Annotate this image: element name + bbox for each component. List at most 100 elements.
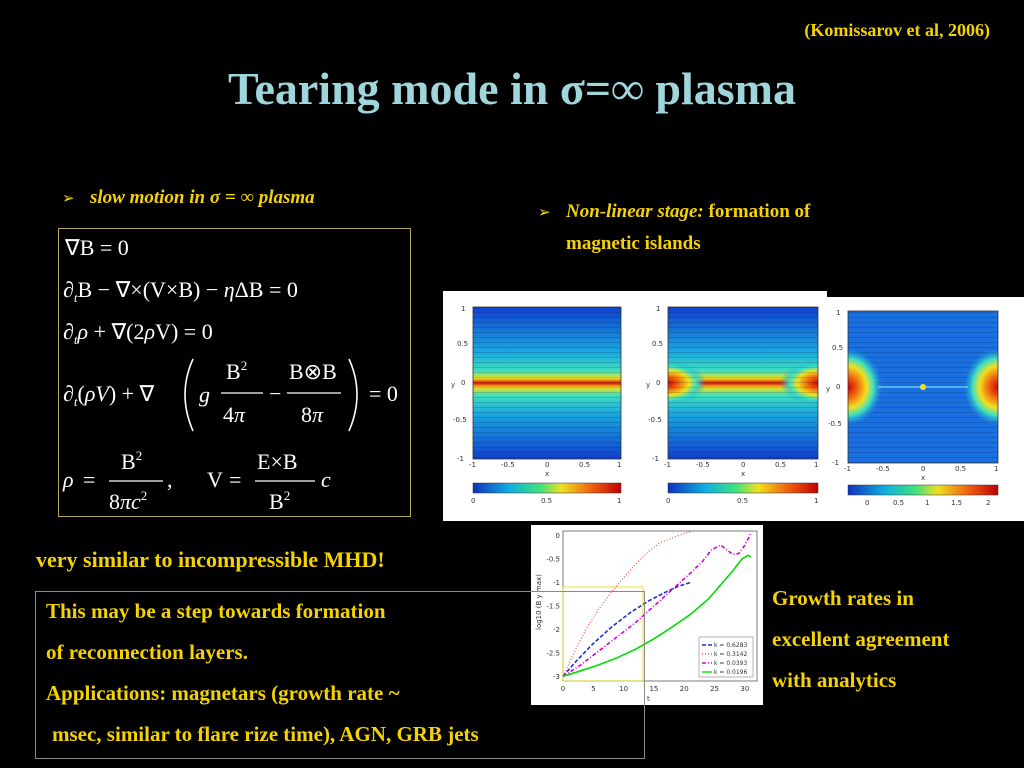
plot3-ytick-1: 1 <box>836 309 840 317</box>
bullet-nonlinear-lead: Non-linear stage: <box>566 201 704 222</box>
arrow-bullet-icon: ➢ <box>62 189 75 207</box>
plot3-cbar-tick-0: 0 <box>865 499 869 507</box>
growth-xtick-6: 30 <box>740 685 749 693</box>
growth-ylabel: log10 (B y max) <box>535 574 543 630</box>
plot3-ytick-m05: -0.5 <box>828 420 842 428</box>
growth-legend-label-2: k = 0.0393 <box>714 660 747 667</box>
plot2-xtick-05: 0.5 <box>775 461 786 469</box>
bullet-nonlinear-rest: formation of <box>708 201 811 222</box>
plot1-ylabel: y <box>451 381 455 389</box>
growth-ytick-1: -0.5 <box>546 556 560 564</box>
plot2-ytick-m1: -1 <box>652 455 659 463</box>
plot3-cbar-tick-05: 0.5 <box>893 499 904 507</box>
plot3-ytick-0: 0 <box>836 383 840 391</box>
svg-text:B2: B2 <box>121 448 142 474</box>
plot2-xtick-m1: -1 <box>664 461 671 469</box>
growth-ytick-6: -3 <box>553 673 560 681</box>
plot1-ytick-0: 0 <box>461 379 465 387</box>
plot3-ytick-05: 0.5 <box>832 344 843 352</box>
svg-text:4π: 4π <box>223 402 246 427</box>
growth-xtick-1: 5 <box>591 685 595 693</box>
growth-rate-chart: 0 -0.5 -1 -1.5 -2 -2.5 -3 0 5 10 15 20 25 30 t log10… <box>531 525 763 705</box>
svg-text:∂tρ + ∇(2ρV) = 0: ∂tρ + ∇(2ρV) = 0 <box>63 319 213 347</box>
caption-line-3: with analytics <box>772 668 897 692</box>
plot1-xtick-0: 0 <box>545 461 549 469</box>
plot2-xtick-1: 1 <box>814 461 818 469</box>
svg-text:B⊗B: B⊗B <box>289 359 337 384</box>
growth-legend-label-0: k = 0.6283 <box>714 642 747 649</box>
growth-ytick-2: -1 <box>553 579 560 587</box>
plot2-ytick-0: 0 <box>656 379 660 387</box>
plot1-xtick-1: 1 <box>617 461 621 469</box>
plot3-ytick-m1: -1 <box>832 459 839 467</box>
plot2-cbar-tick-1: 1 <box>814 497 818 505</box>
growth-xlabel: t <box>647 695 650 703</box>
bullet-slow-motion: ➢ slow motion in σ = ∞ plasma <box>62 187 315 209</box>
plot2-xtick-m05: -0.5 <box>696 461 710 469</box>
svg-text:=: = <box>83 467 95 492</box>
growth-ytick-0: 0 <box>556 532 560 540</box>
bullet-nonlinear-stage: ➢ Non-linear stage: formation of magnetic… <box>538 196 918 259</box>
plot3-cbar-tick-15: 1.5 <box>951 499 962 507</box>
growth-xtick-3: 15 <box>649 685 658 693</box>
plot3-cbar-tick-2: 2 <box>986 499 990 507</box>
caption-line-1: Growth rates in <box>772 586 914 610</box>
growth-xtick-5: 25 <box>710 685 719 693</box>
svg-text:∂tB − ∇×(V×B) − ηΔB = 0: ∂tB − ∇×(V×B) − ηΔB = 0 <box>63 277 298 305</box>
bullet-nonlinear-line2: magnetic islands <box>566 233 701 254</box>
svg-text:ρ: ρ <box>62 467 74 492</box>
plot2-colorbar <box>667 482 819 494</box>
applications-box: This may be a step towards formation of … <box>35 591 645 759</box>
growth-x-ticks: 0 5 10 15 20 25 30 <box>561 685 750 693</box>
plot1-cbar-tick-0: 0 <box>471 497 475 505</box>
plot1-cbar-tick-05: 0.5 <box>541 497 552 505</box>
plot2-ytick-m05: -0.5 <box>648 416 662 424</box>
field-plot-3: 1 0.5 0 -0.5 -1 -1 -0.5 0 0.5 1 x y 0 0.… <box>826 309 998 507</box>
svg-text:∇B = 0: ∇B = 0 <box>64 235 129 260</box>
growth-legend-box <box>698 636 754 678</box>
plots-background <box>443 291 827 299</box>
note-line-2: of reconnection layers. <box>46 640 248 664</box>
caption-line-2: excellent agreement <box>772 627 950 651</box>
magnetic-island-plots: 1 0.5 0 -0.5 -1 -1 -0.5 0 0.5 1 x y 0 0.… <box>443 297 1024 521</box>
growth-xtick-4: 20 <box>680 685 689 693</box>
growth-ytick-5: -2.5 <box>546 649 560 657</box>
plot1-xtick-05: 0.5 <box>579 461 590 469</box>
arrow-bullet-icon: ➢ <box>538 203 551 221</box>
equations-box: ∇B = 0 ∂tB − ∇×(V×B) − ηΔB = 0 ∂tρ + ∇(2… <box>58 228 411 517</box>
growth-highlight-box <box>562 586 644 682</box>
svg-text:B2: B2 <box>269 488 290 514</box>
svg-text:V: V <box>207 467 223 492</box>
plot1-colorbar <box>472 482 622 494</box>
equation-divergence: ∇B = 0 <box>64 235 129 260</box>
plot1-ytick-m05: -0.5 <box>453 416 467 424</box>
field-plot-2: 1 0.5 0 -0.5 -1 -1 -0.5 0 0.5 1 x y 0 0.… <box>646 305 819 505</box>
plot2-cbar-tick-05: 0.5 <box>737 497 748 505</box>
growth-xtick-2: 10 <box>619 685 628 693</box>
plot3-xtick-0: 0 <box>921 465 925 473</box>
growth-rates-caption: Growth rates in excellent agreement with… <box>772 578 1022 701</box>
plot2-cbar-tick-0: 0 <box>666 497 670 505</box>
svg-text:= 0: = 0 <box>369 381 398 406</box>
bullet-slow-motion-text: slow motion in σ = ∞ plasma <box>90 187 315 208</box>
svg-text:c: c <box>321 467 331 492</box>
svg-text:8π: 8π <box>301 402 324 427</box>
svg-text:B2: B2 <box>226 358 247 384</box>
growth-series-2 <box>562 532 752 677</box>
growth-legend: k = 0.6283 k = 0.3142 k = 0.0393 k = 0.0196 <box>698 636 754 678</box>
plot1-cbar-tick-1: 1 <box>617 497 621 505</box>
field-plot-1: 1 0.5 0 -0.5 -1 -1 -0.5 0 0.5 1 x y 0 0.… <box>451 305 621 505</box>
svg-text:∂t(ρV) + ∇: ∂t(ρV) + ∇ <box>63 381 155 409</box>
plot1-xtick-m05: -0.5 <box>501 461 515 469</box>
note-line-4: msec, similar to flare rize time), AGN, … <box>52 722 479 746</box>
plot3-cbar-tick-1: 1 <box>925 499 929 507</box>
plot3-xlabel: x <box>921 474 925 482</box>
plot2-ytick-1: 1 <box>656 305 660 313</box>
plot3-xtick-m05: -0.5 <box>876 465 890 473</box>
equation-induction: ∂tB − ∇×(V×B) − ηΔB = 0 <box>63 277 298 305</box>
growth-ytick-4: -2 <box>553 626 560 634</box>
plot2-xtick-0: 0 <box>741 461 745 469</box>
plot1-ytick-05: 0.5 <box>457 340 468 348</box>
plot3-xtick-m1: -1 <box>844 465 851 473</box>
plot3-xtick-1: 1 <box>994 465 998 473</box>
